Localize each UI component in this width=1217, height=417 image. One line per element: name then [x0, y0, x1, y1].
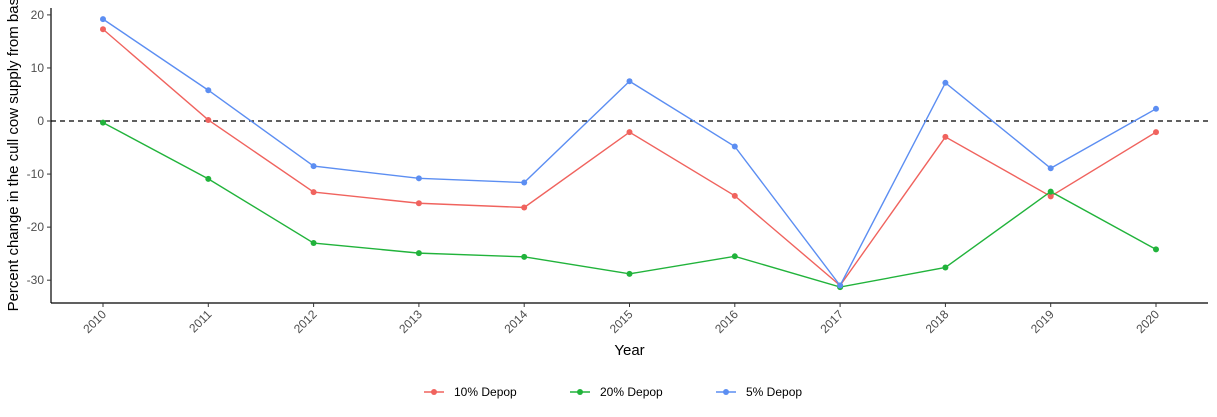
- data-point-10-depop: [100, 26, 106, 33]
- data-point-20-depop: [415, 250, 422, 257]
- data-point-10-depop: [415, 200, 422, 207]
- data-point-20-depop: [942, 264, 949, 271]
- data-point-5-depop: [205, 87, 212, 94]
- legend-key-point: [577, 389, 583, 395]
- series-5-depop: [100, 16, 1159, 289]
- x-tick-label: 2020: [1133, 307, 1162, 336]
- x-tick-label: 2011: [186, 307, 214, 335]
- legend-label: 20% Depop: [600, 385, 663, 399]
- series-line-10-depop: [102, 28, 1157, 287]
- series-20-depop: [100, 119, 1159, 291]
- series-line-20-depop: [102, 121, 1157, 288]
- legend-label: 10% Depop: [454, 385, 517, 399]
- y-tick-label: -30: [27, 273, 45, 287]
- legend-item-20-depop: 20% Depop: [570, 385, 663, 399]
- y-axis-title: Percent change in the cull cow supply fr…: [5, 0, 22, 311]
- x-axis-ticks: 2010 2011 2012 2013 2014 2015 2016 2017 2018 2019…: [80, 303, 1162, 336]
- series-line-5-depop: [102, 18, 1157, 287]
- series-group: [100, 16, 1159, 291]
- data-point-5-depop: [100, 16, 106, 23]
- data-point-5-depop: [1047, 165, 1054, 172]
- data-point-10-depop: [521, 204, 528, 211]
- y-tick-label: 0: [37, 114, 44, 128]
- data-point-20-depop: [310, 240, 317, 247]
- x-tick-label: 2012: [291, 307, 320, 336]
- x-axis-title: Year: [614, 342, 644, 359]
- x-tick-label: 2015: [607, 307, 636, 336]
- data-point-20-depop: [100, 119, 106, 126]
- x-tick-label: 2017: [817, 307, 846, 336]
- y-tick-label: 10: [31, 61, 45, 75]
- data-point-10-depop: [310, 189, 317, 196]
- data-point-5-depop: [415, 175, 422, 182]
- data-point-10-depop: [626, 129, 633, 136]
- data-point-5-depop: [521, 179, 528, 186]
- data-point-20-depop: [731, 253, 738, 260]
- data-point-20-depop: [1047, 188, 1054, 195]
- data-point-5-depop: [1153, 105, 1159, 112]
- legend-key-point: [431, 389, 437, 395]
- y-axis-ticks: 20 10 0 -10 -20 -30: [27, 8, 51, 287]
- data-point-10-depop: [205, 116, 212, 123]
- x-tick-label: 2014: [502, 307, 531, 336]
- legend-label: 5% Depop: [746, 385, 802, 399]
- x-tick-label: 2010: [80, 307, 109, 336]
- series-10-depop: [100, 26, 1159, 289]
- x-tick-label: 2018: [923, 307, 952, 336]
- data-point-20-depop: [1153, 246, 1159, 253]
- data-point-5-depop: [310, 163, 317, 170]
- legend-item-5-depop: 5% Depop: [716, 385, 802, 399]
- data-point-10-depop: [1153, 129, 1159, 136]
- y-tick-label: -10: [27, 167, 45, 181]
- data-point-10-depop: [942, 133, 949, 140]
- y-tick-label: -20: [27, 220, 45, 234]
- legend: 10% Depop 20% Depop 5% Depop: [424, 385, 802, 399]
- x-tick-label: 2013: [396, 307, 425, 336]
- data-point-10-depop: [1047, 193, 1054, 200]
- x-tick-label: 2016: [712, 307, 741, 336]
- data-point-5-depop: [837, 282, 844, 289]
- data-point-20-depop: [521, 253, 528, 260]
- legend-item-10-depop: 10% Depop: [424, 385, 517, 399]
- legend-key-point: [723, 389, 729, 395]
- data-point-5-depop: [942, 79, 949, 86]
- data-point-20-depop: [205, 175, 212, 182]
- data-point-20-depop: [626, 270, 633, 277]
- data-point-10-depop: [731, 192, 738, 199]
- data-point-5-depop: [626, 78, 633, 85]
- x-tick-label: 2019: [1028, 307, 1057, 336]
- y-tick-label: 20: [31, 8, 45, 22]
- data-point-5-depop: [731, 143, 738, 150]
